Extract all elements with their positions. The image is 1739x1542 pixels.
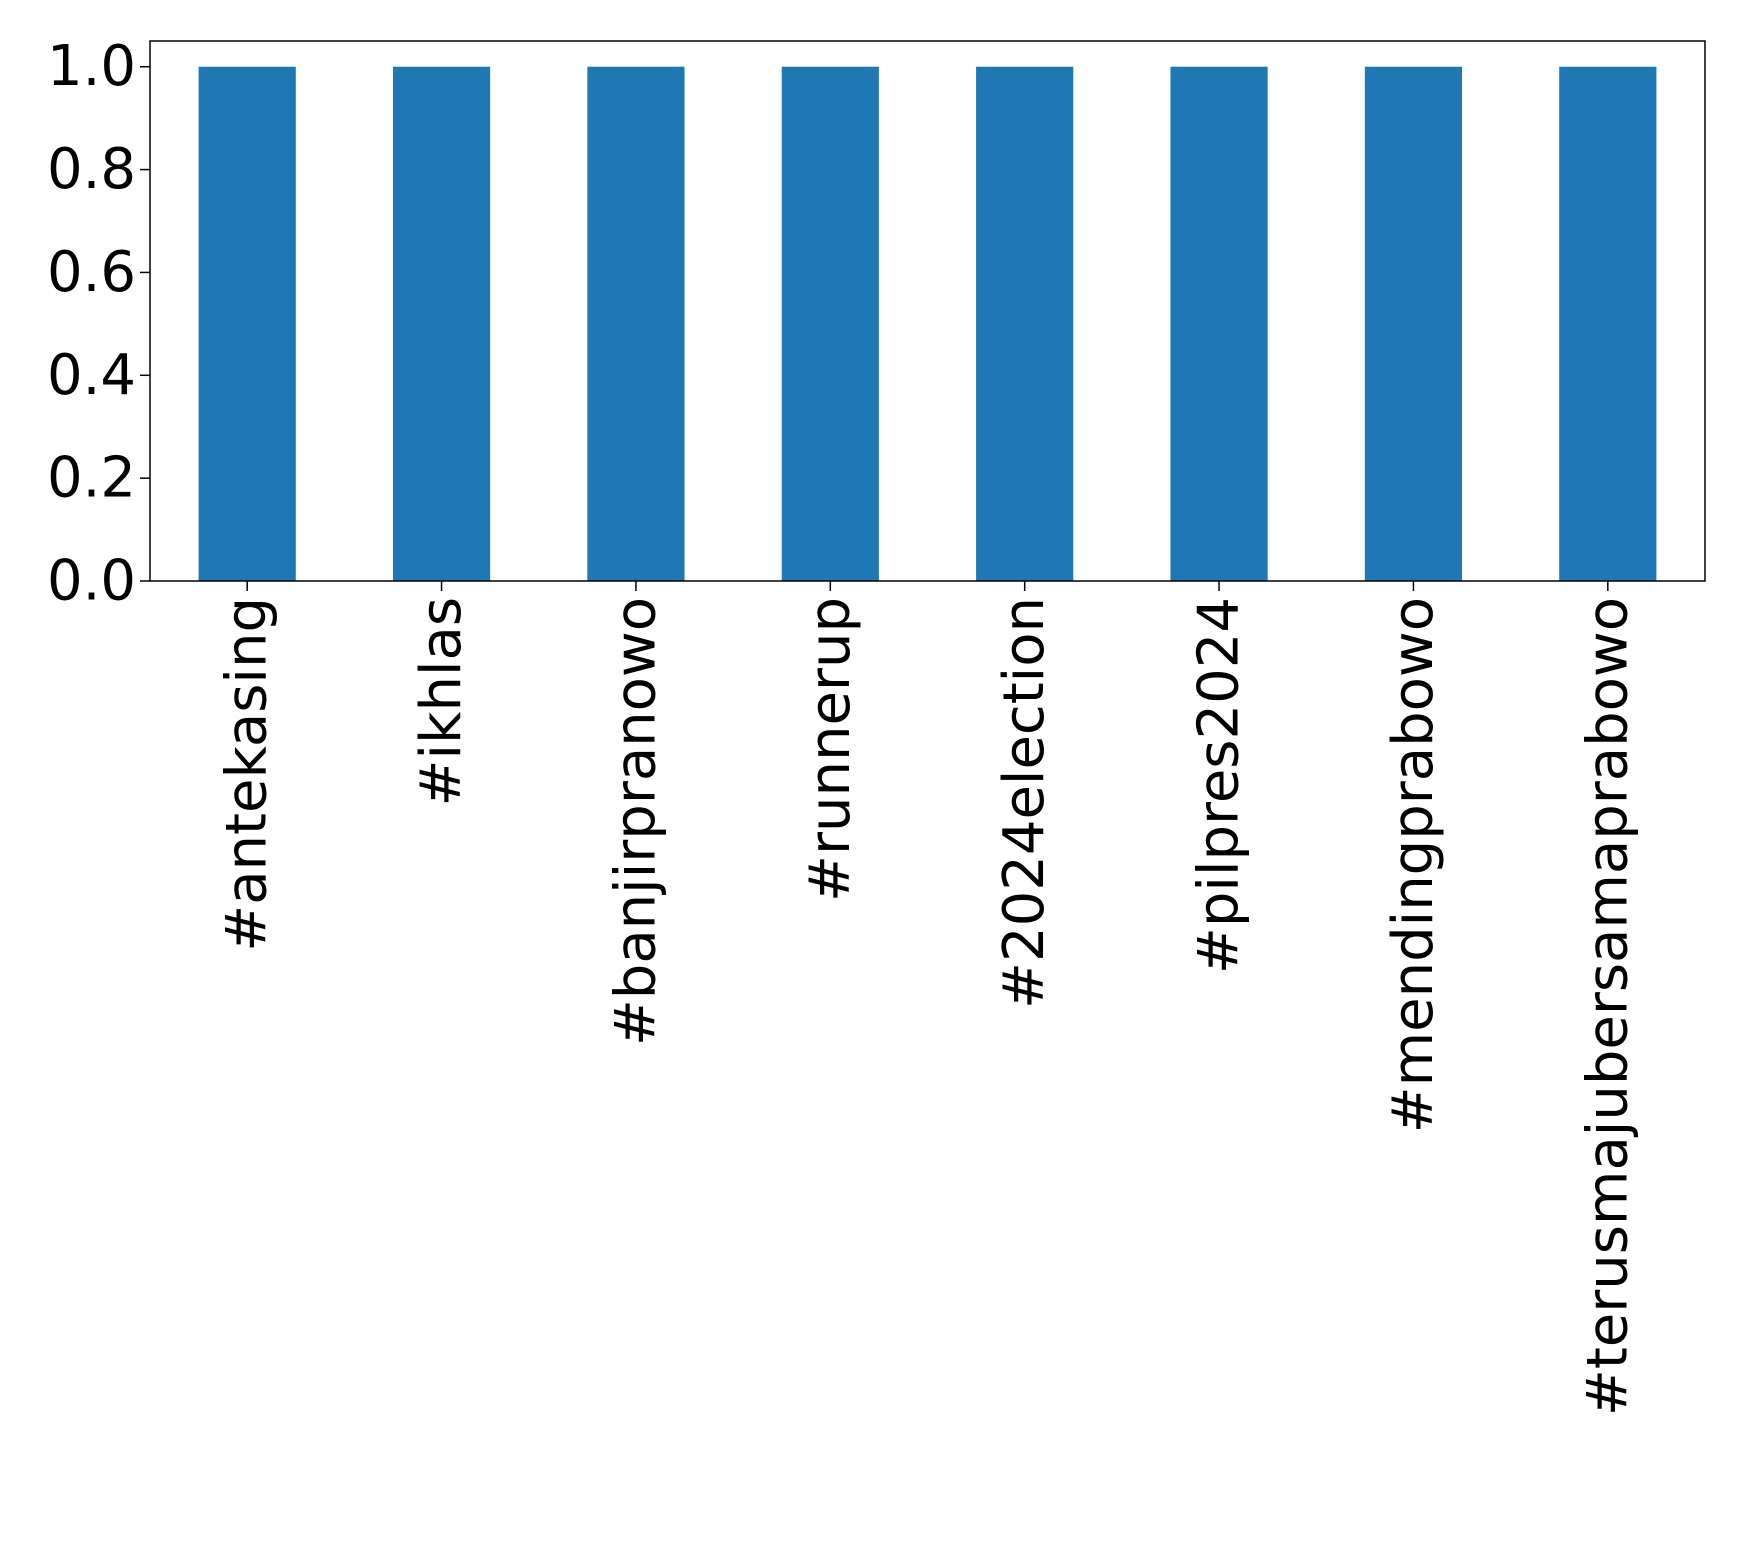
x-tick-label: #banjirpranowo [603,597,668,1046]
bar [976,66,1074,581]
plot-frame [149,40,1706,582]
y-tick-label: 0.2 [47,446,136,511]
x-tick-label: #2024election [992,597,1057,1009]
x-tick-label: #ikhlas [409,597,474,806]
bar [781,66,879,581]
y-tick-label: 0.4 [47,343,136,408]
x-tick-label: #mendingprabowo [1381,597,1446,1133]
y-tick-label: 0.0 [47,549,136,614]
bars-group [198,66,1657,581]
bar [392,66,491,581]
bar [1559,66,1657,581]
x-tick-label: #antekasing [215,597,280,952]
y-tick-label: 0.6 [47,240,136,305]
x-tick-label: #terusmajubersamaprabowo [1575,597,1640,1416]
y-tick-label: 1.0 [47,34,136,99]
y-axis: 0.0 0.2 0.4 0.6 0.8 1.0 [47,34,150,614]
bar [198,66,296,581]
bar [1170,66,1268,581]
x-axis: #antekasing #ikhlas #banjirpranowo #runneru… [215,581,1640,1416]
bar [1364,66,1463,581]
y-tick-label: 0.8 [47,137,136,202]
bar [587,66,685,581]
x-tick-label: #pilpres2024 [1187,597,1252,974]
x-tick-label: #runnerup [798,597,863,902]
